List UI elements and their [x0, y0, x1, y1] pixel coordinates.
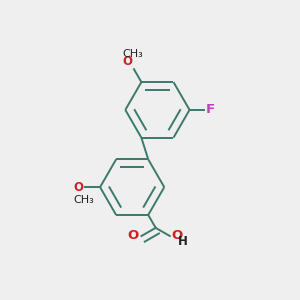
Text: O: O [122, 55, 133, 68]
Text: CH₃: CH₃ [73, 196, 94, 206]
Text: O: O [128, 230, 139, 242]
Text: F: F [206, 103, 215, 116]
Text: CH₃: CH₃ [122, 49, 143, 59]
Text: O: O [171, 230, 182, 242]
Text: O: O [74, 181, 84, 194]
Text: H: H [178, 235, 188, 248]
